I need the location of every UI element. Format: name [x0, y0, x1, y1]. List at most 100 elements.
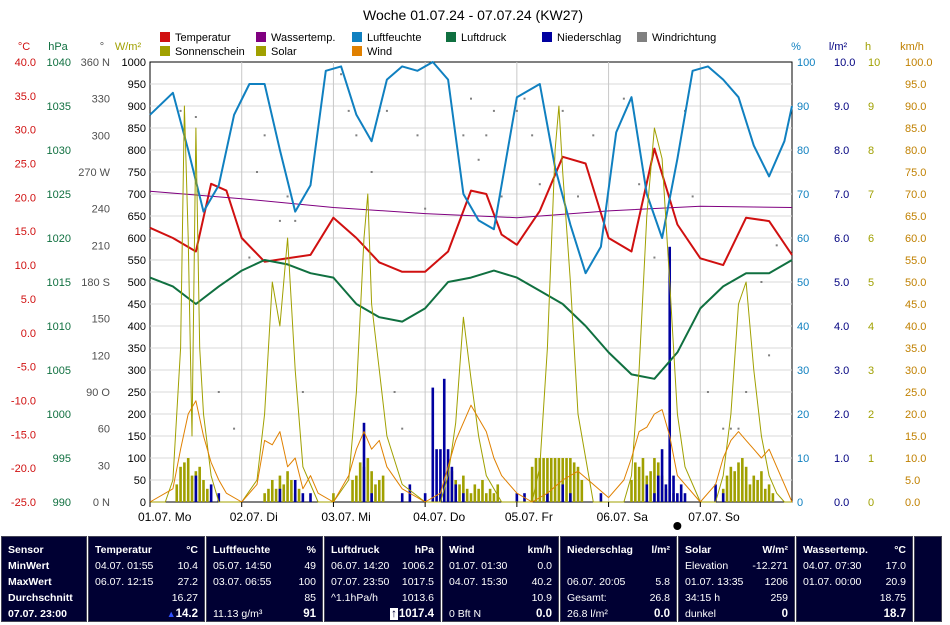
- water-header: Wassertemp.: [803, 544, 868, 556]
- sunshine-bar: [534, 458, 538, 502]
- sunshine-bar: [473, 484, 477, 502]
- legend-swatch: [256, 46, 266, 56]
- wind-direction-point: [454, 61, 457, 63]
- sunshine-bar: [462, 475, 465, 502]
- rain-bar: [653, 493, 656, 502]
- sun-tick-label: 4: [868, 321, 874, 333]
- sunshine-bar: [481, 480, 484, 502]
- temp-tick-label: 30.0: [15, 125, 36, 137]
- rain-bar: [462, 493, 465, 502]
- rain-bar: [217, 493, 221, 502]
- sun-tick-label: 7: [868, 189, 874, 201]
- press-unit: hPa: [414, 544, 434, 556]
- summary-wind-panel: Wind km/h 01.07. 01:30 0.0 04.07. 15:30 40.…: [442, 536, 559, 622]
- wind-direction-point: [477, 158, 480, 161]
- press-tick-label: 1025: [47, 189, 71, 201]
- wind-tick-label: 85.0: [905, 123, 926, 135]
- wind-tick-label: 25.0: [905, 387, 926, 399]
- rain-bar: [714, 484, 717, 502]
- sunshine-bar: [565, 458, 568, 502]
- press-line: [149, 259, 793, 380]
- dir-tick-label: 360 N: [81, 57, 110, 69]
- hum-tick-label: 80: [797, 145, 809, 157]
- sun-tick-label: 8: [868, 145, 874, 157]
- wind-direction-point: [531, 134, 534, 137]
- rain-bar: [645, 484, 649, 502]
- press-tick-label: 1035: [47, 101, 71, 113]
- press-tick-label: 1010: [47, 321, 71, 333]
- solar-tick-label: 200: [128, 409, 146, 421]
- rain-bar: [676, 493, 679, 502]
- hum-unit: %: [306, 544, 316, 556]
- wind-direction-point: [401, 427, 404, 430]
- wind-direction-point: [256, 171, 258, 173]
- rain-tick-label: 10.0: [834, 57, 855, 69]
- sunshine-bar: [263, 493, 266, 502]
- dir-tick-label: 120: [92, 350, 110, 362]
- wind-direction-point: [263, 134, 266, 137]
- solar-current-value: 0: [781, 608, 788, 620]
- sunshine-bar: [542, 458, 545, 502]
- press-tick-label: 995: [53, 453, 71, 465]
- wind-beaufort: 0 Bft N: [449, 608, 482, 620]
- sun-tick-label: 1: [868, 453, 874, 465]
- wind-direction-point: [194, 116, 197, 118]
- rain-bar: [362, 422, 366, 502]
- water-unit: °C: [894, 544, 906, 556]
- press-tick-label: 1015: [47, 277, 71, 289]
- rain-tick-label: 6.0: [834, 233, 849, 245]
- temp-tick-label: 15.0: [15, 226, 36, 238]
- wind-unit: km/h: [527, 544, 552, 556]
- sunshine-bar: [179, 466, 182, 502]
- wind-direction-point: [729, 427, 732, 430]
- rain-bar: [442, 378, 446, 502]
- x-axis: 01.07. Mo 02.07. Di 03.07. Mi 04.07. Do 05.0…: [138, 502, 740, 530]
- hum-tick-label: 90: [797, 101, 809, 113]
- temp-tick-label: -10.0: [11, 395, 36, 407]
- solar-tick-label: 250: [128, 387, 146, 399]
- press-trend-icon: ↑: [390, 608, 398, 620]
- rain-bar: [423, 493, 427, 502]
- solar-max-time: 01.07. 13:35: [685, 576, 744, 588]
- sunshine-bar: [297, 488, 301, 502]
- hum-tick-label: 10: [797, 453, 809, 465]
- rain-max-time: 06.07. 20:05: [567, 576, 626, 588]
- dir-tick-label: 270 W: [78, 167, 110, 179]
- x-tick-label: 03.07. Mi: [321, 510, 370, 524]
- rain-bar: [278, 488, 282, 502]
- solar-line: [150, 105, 792, 503]
- rain-bar: [293, 480, 297, 502]
- wind-direction-point: [233, 427, 236, 430]
- dir-tick-label: 90 O: [86, 387, 110, 399]
- sunshine-bar: [546, 458, 549, 502]
- temp-max-value: 27.2: [177, 576, 198, 588]
- temp-avg-value: 16.27: [171, 592, 198, 604]
- legend-label: Niederschlag: [557, 32, 621, 44]
- press-current-value: 1017.4: [398, 608, 434, 620]
- wind-direction-point: [500, 195, 503, 198]
- wind-direction-point: [768, 354, 771, 357]
- temp-tick-label: -25.0: [11, 497, 36, 509]
- axis-unit-rain: l/m²: [829, 41, 848, 53]
- sunshine-bar: [290, 480, 293, 502]
- rain-bar: [679, 484, 683, 502]
- solar-tick-label: 350: [128, 343, 146, 355]
- wind-line: [149, 400, 793, 503]
- water-min-time: 04.07. 07:30: [803, 560, 862, 572]
- rain-bar: [672, 475, 675, 502]
- hum-tick-label: 0: [797, 497, 803, 509]
- sunshine-bar: [351, 480, 354, 502]
- sunshine-bar: [725, 475, 729, 502]
- rain-bar: [515, 493, 519, 502]
- press-tick-label: 1020: [47, 233, 71, 245]
- press-tick-label: 1000: [47, 409, 71, 421]
- wind-tick-label: 70.0: [905, 189, 926, 201]
- sunshine-bar: [458, 484, 461, 502]
- wind-tick-label: 45.0: [905, 299, 926, 311]
- temp-tick-label: 20.0: [15, 192, 36, 204]
- rain-bar: [435, 449, 438, 502]
- rain-sum: 26.8 l/m²: [567, 608, 608, 620]
- sunshine-bar: [763, 488, 767, 502]
- legend-swatch: [446, 32, 456, 42]
- axis-unit-dir: °: [100, 41, 104, 53]
